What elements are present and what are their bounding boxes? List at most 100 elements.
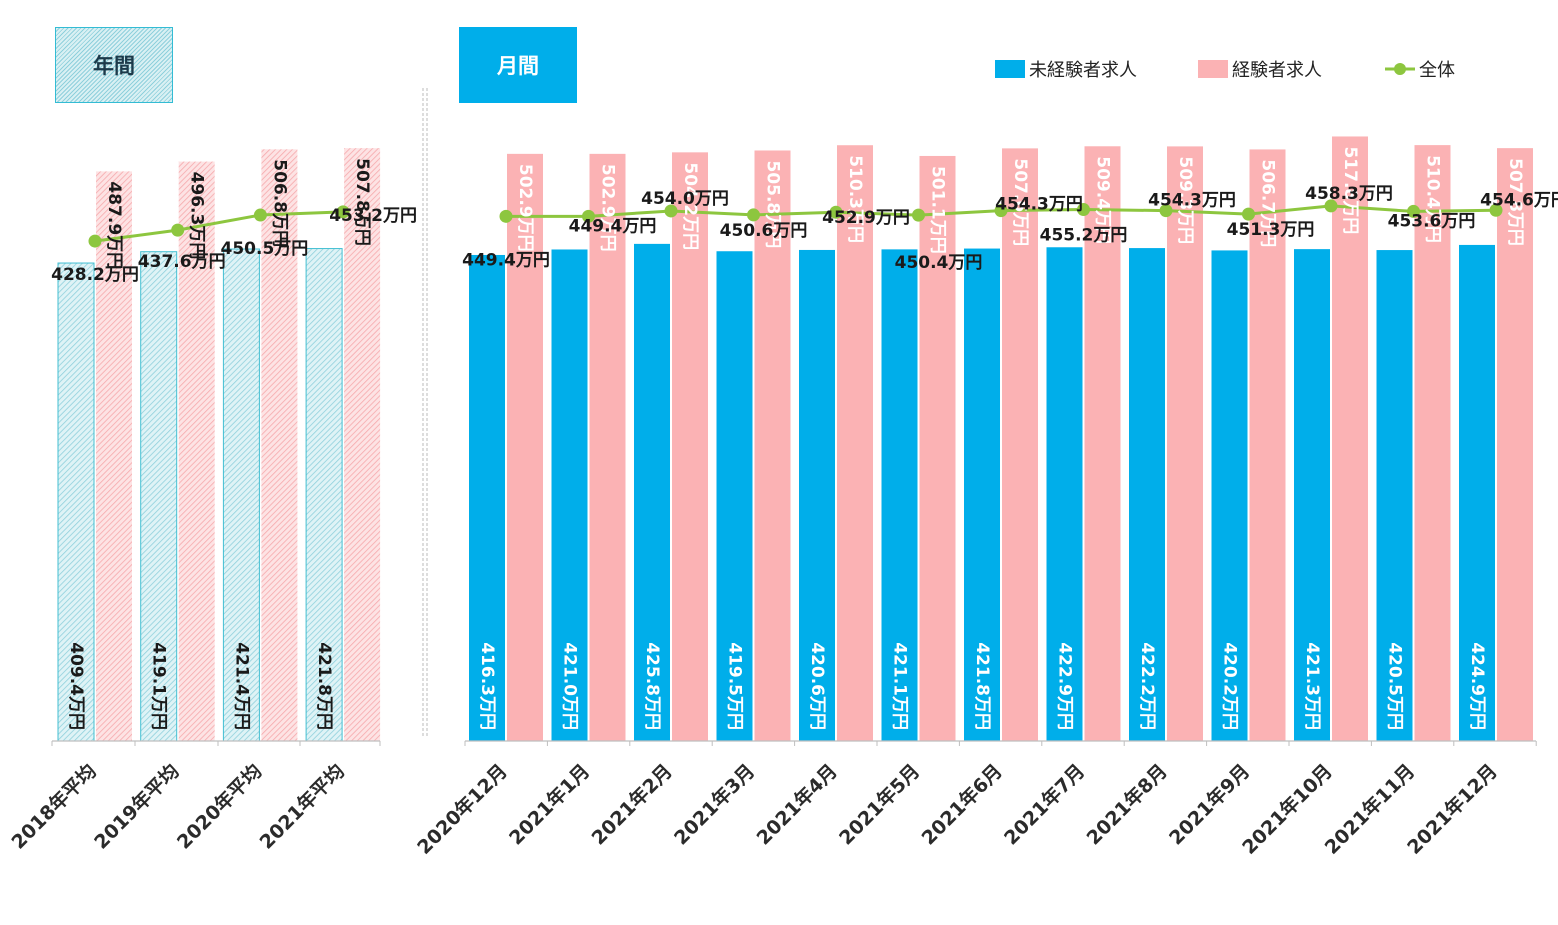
- overall-label: 453.2万円: [329, 206, 417, 226]
- bar-label-inexperienced: 421.4万円: [231, 642, 251, 730]
- bar-label-inexperienced: 409.4万円: [66, 642, 86, 730]
- overall-point: [1242, 207, 1255, 221]
- bar-label-inexperienced: 419.1万円: [149, 642, 169, 730]
- overall-line: [94, 210, 344, 243]
- bar-experienced: [1332, 136, 1368, 741]
- bar-label-experienced: 510.3万円: [845, 155, 865, 243]
- x-tick-label: 2021年7月: [999, 760, 1089, 850]
- overall-label: 455.2万円: [1040, 226, 1128, 246]
- bar-label-inexperienced: 419.5万円: [725, 642, 745, 730]
- legend-label-overall: 全体: [1419, 60, 1455, 81]
- overall-label: 437.6万円: [138, 252, 226, 272]
- x-tick-label: 2021年1月: [504, 760, 594, 850]
- bar-label-experienced: 505.8万円: [763, 160, 783, 248]
- legend-marker-overall: [1385, 63, 1415, 75]
- x-tick-label: 2021年9月: [1164, 760, 1254, 850]
- x-tick-label: 2018年平均: [7, 760, 101, 854]
- x-tick-label: 2021年5月: [834, 760, 924, 850]
- overall-point: [912, 208, 925, 222]
- x-tick-label: 2020年平均: [172, 760, 266, 854]
- bar-experienced: [1002, 148, 1038, 741]
- bar-label-inexperienced: 420.2万円: [1220, 642, 1240, 730]
- overall-point: [747, 208, 760, 222]
- x-tick-label: 2019年平均: [90, 760, 184, 854]
- overall-label: 454.0万円: [641, 189, 729, 209]
- overall-point: [171, 223, 185, 237]
- bar-label-inexperienced: 425.8万円: [642, 642, 662, 730]
- bar-experienced: [754, 150, 791, 741]
- overall-point: [1489, 203, 1503, 217]
- bar-experienced: [507, 153, 543, 741]
- x-tick-label: 2020年12月: [413, 760, 512, 859]
- legend-item-experienced: 経験者求人: [1198, 56, 1322, 82]
- bar-label-experienced: 504.2万円: [680, 162, 700, 250]
- bar-inexperienced: [881, 249, 918, 741]
- bar-label-experienced: 509.4万円: [1093, 156, 1113, 244]
- bar-label-experienced: 507.6万円: [1010, 158, 1030, 246]
- bar-label-inexperienced: 422.9万円: [1055, 642, 1075, 730]
- bar-label-experienced: 507.8万円: [352, 158, 372, 246]
- bar-label-inexperienced: 421.8万円: [314, 642, 334, 730]
- bar-experienced: [1497, 148, 1533, 741]
- x-tick-label: 2021年2月: [587, 760, 677, 850]
- overall-label: 450.5万円: [221, 239, 309, 259]
- bar-experienced: [344, 148, 381, 741]
- overall-point: [829, 205, 843, 219]
- x-tick-label: 2021年3月: [669, 760, 759, 850]
- overall-label: 450.4万円: [895, 253, 983, 273]
- x-tick-label: 2021年平均: [255, 760, 349, 854]
- bar-inexperienced: [634, 243, 670, 742]
- bar-label-inexperienced: 416.3万円: [477, 642, 497, 730]
- monthly-section-label: 月間: [459, 27, 577, 103]
- bar-experienced: [919, 155, 956, 741]
- bar-experienced: [837, 145, 873, 742]
- bar-experienced: [261, 149, 298, 741]
- overall-point: [1159, 204, 1173, 218]
- legend-label-inexperienced: 未経験者求人: [1029, 60, 1137, 81]
- bar-inexperienced: [469, 254, 505, 741]
- overall-label: 449.4万円: [462, 250, 550, 270]
- overall-point: [994, 204, 1008, 218]
- bar-experienced: [1167, 146, 1203, 742]
- overall-point: [253, 208, 267, 222]
- overall-point: [664, 204, 678, 218]
- bar-label-inexperienced: 420.5万円: [1385, 642, 1405, 730]
- overall-point: [336, 205, 350, 219]
- bar-inexperienced: [716, 251, 753, 741]
- bar-inexperienced: [140, 251, 178, 742]
- bar-label-inexperienced: 421.1万円: [890, 642, 910, 730]
- bar-inexperienced: [1294, 249, 1330, 741]
- overall-label: 454.3万円: [995, 195, 1083, 215]
- bar-label-experienced: 502.9万円: [598, 164, 618, 252]
- overall-point: [1407, 204, 1420, 218]
- overall-label: 454.6万円: [1480, 190, 1558, 210]
- bar-label-experienced: 501.1万円: [928, 166, 948, 254]
- bar-inexperienced: [1459, 244, 1495, 741]
- overall-point: [499, 209, 513, 223]
- overall-label: 454.3万円: [1148, 191, 1236, 211]
- overall-label: 449.4万円: [569, 216, 657, 236]
- bar-inexperienced: [1211, 250, 1248, 741]
- bar-experienced: [96, 171, 132, 741]
- legend-item-inexperienced: 未経験者求人: [995, 56, 1137, 82]
- bar-inexperienced: [222, 248, 260, 742]
- overall-point: [1077, 203, 1090, 217]
- overall-label: 428.2万円: [51, 265, 139, 285]
- bar-experienced: [1249, 149, 1286, 742]
- bar-inexperienced: [964, 248, 1000, 741]
- legend-swatch-inexperienced: [995, 60, 1025, 78]
- bar-label-experienced: 487.9万円: [104, 181, 124, 269]
- bar-label-experienced: 509.3万円: [1175, 156, 1195, 244]
- bar-inexperienced: [1376, 250, 1413, 741]
- bar-experienced: [589, 153, 626, 741]
- legend-item-overall: 全体: [1385, 56, 1455, 82]
- overall-label: 450.6万円: [720, 221, 808, 241]
- bar-inexperienced: [1046, 247, 1083, 741]
- annual-section-label: 年間: [55, 27, 173, 103]
- overall-point: [1324, 199, 1338, 213]
- x-tick-label: 2021年6月: [917, 760, 1007, 850]
- bar-label-inexperienced: 421.0万円: [560, 642, 580, 730]
- bar-experienced: [672, 152, 708, 741]
- bar-label-inexperienced: 420.6万円: [807, 642, 827, 730]
